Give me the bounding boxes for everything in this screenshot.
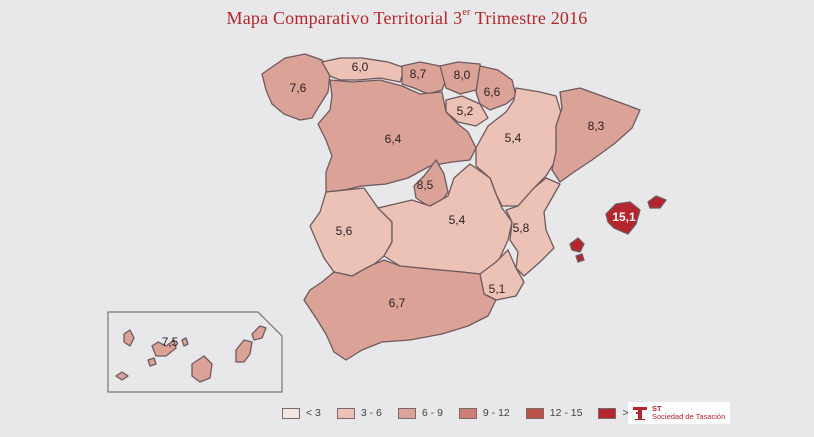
- region-galicia[interactable]: 7,6: [261, 53, 331, 121]
- region-value-label: 8,3: [588, 119, 605, 133]
- map-title: Mapa Comparativo Territorial 3er Trimest…: [0, 7, 814, 29]
- region-asturias[interactable]: 6,0: [321, 57, 406, 83]
- region-value-label: 5,2: [457, 104, 474, 118]
- legend-item: 6 - 9: [397, 407, 443, 419]
- region-navarra[interactable]: 6,6: [475, 65, 517, 111]
- logo-text: ST Sociedad de Tasación: [652, 405, 725, 421]
- region-cataluna[interactable]: 8,3: [551, 87, 641, 183]
- legend-label: < 3: [306, 407, 321, 419]
- legend-swatch: [397, 407, 416, 419]
- region-value-label: 7,6: [290, 81, 307, 95]
- title-main: Mapa Comparativo Territorial 3: [226, 8, 463, 28]
- region-value-label: 8,5: [417, 178, 434, 192]
- legend-swatch: [336, 407, 355, 419]
- logo-name: Sociedad de Tasación: [652, 412, 726, 421]
- region-value-label: 8,0: [454, 68, 471, 82]
- legend-swatch: [598, 407, 617, 419]
- legend-swatch: [525, 407, 544, 419]
- logo-abbr: ST: [652, 404, 662, 413]
- legend-item: 9 - 12: [458, 407, 510, 419]
- region-value-label: 5,1: [489, 282, 506, 296]
- region-value-label: 5,8: [513, 221, 530, 235]
- legend-swatch: [458, 407, 477, 419]
- region-pais-vasco[interactable]: 8,0: [439, 61, 483, 95]
- legend-item: 12 - 15: [525, 407, 583, 419]
- legend-label: 3 - 6: [360, 407, 382, 419]
- region-canarias[interactable]: 7,5: [115, 325, 267, 383]
- region-cantabria[interactable]: 8,7: [401, 61, 447, 95]
- legend-swatch: [282, 407, 300, 419]
- legend-label: 9 - 12: [482, 407, 510, 419]
- legend-label: 6 - 9: [421, 407, 443, 419]
- region-value-label: 6,0: [352, 60, 369, 74]
- region-value-label: 5,4: [505, 131, 522, 145]
- region-baleares[interactable]: 15,1: [569, 195, 667, 263]
- st-logo-icon: [633, 407, 647, 420]
- sociedad-de-tasacion-logo: ST Sociedad de Tasación: [628, 402, 730, 424]
- canarias-inset: [107, 311, 283, 393]
- region-value-label: 6,6: [484, 85, 501, 99]
- region-la-rioja[interactable]: 5,2: [445, 95, 489, 127]
- region-value-label: 15,1: [612, 210, 636, 224]
- region-value-label: 5,4: [449, 213, 466, 227]
- title-superscript: er: [462, 7, 471, 18]
- region-castilla-y-leon[interactable]: 6,4: [317, 79, 477, 193]
- region-value-label: 5,6: [336, 224, 353, 238]
- region-comunidad-valenciana[interactable]: 5,8: [505, 177, 561, 277]
- region-value-label: 6,7: [389, 296, 406, 310]
- region-value-label: 8,7: [410, 67, 427, 81]
- legend-item: 3 - 6: [336, 407, 382, 419]
- region-value-label: 6,4: [385, 132, 402, 146]
- legend-label: 12 - 15: [549, 407, 583, 419]
- legend-item: < 3: [282, 407, 321, 419]
- region-andalucia[interactable]: 6,7: [303, 259, 497, 361]
- region-castilla-la-mancha[interactable]: 5,4: [377, 163, 513, 275]
- region-value-label: 7,5: [162, 335, 179, 349]
- title-tail: Trimestre 2016: [470, 8, 588, 28]
- region-extremadura[interactable]: 5,6: [309, 187, 393, 277]
